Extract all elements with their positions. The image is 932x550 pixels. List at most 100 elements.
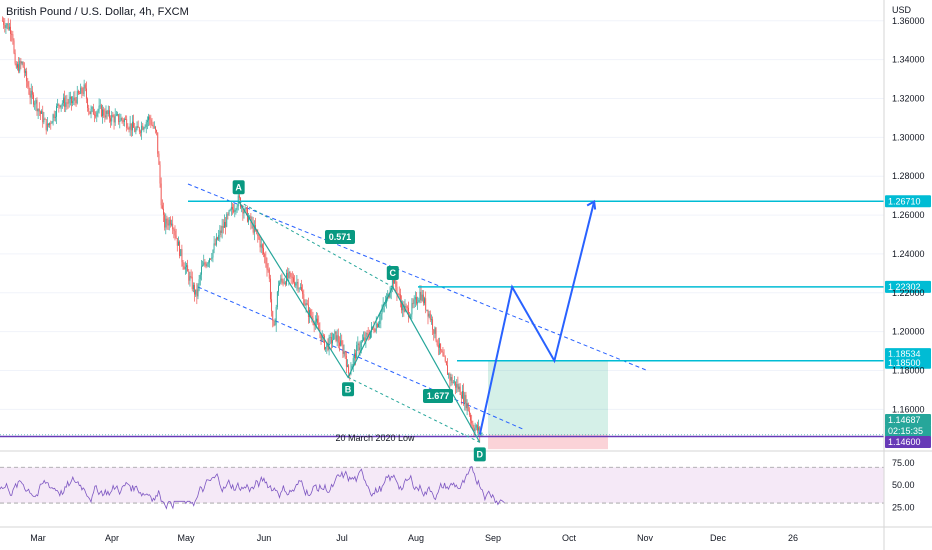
- candle-body: [15, 63, 17, 68]
- candle-body: [267, 269, 269, 271]
- candle-body: [273, 320, 275, 326]
- candle-body: [213, 243, 215, 250]
- candle-body: [269, 278, 271, 300]
- candle-body: [322, 335, 324, 336]
- chart-title: British Pound / U.S. Dollar, 4h, FXCM: [6, 6, 189, 18]
- candle-body: [258, 235, 260, 239]
- candle-body: [387, 293, 389, 298]
- candle-body: [106, 110, 108, 114]
- candle-body: [38, 108, 40, 112]
- candle-body: [19, 61, 21, 72]
- candle-body: [439, 343, 440, 348]
- candle-body: [341, 340, 343, 345]
- time-axis: Mar Apr May Jun Jul Aug Sep Oct Nov Dec 26: [0, 526, 932, 543]
- candle-body: [324, 335, 325, 350]
- candle-body: [156, 129, 158, 133]
- candle-body: [421, 294, 423, 301]
- candle-body: [68, 99, 70, 104]
- candle-body: [65, 102, 67, 107]
- candle-body: [413, 299, 415, 304]
- candle-body: [465, 395, 467, 409]
- candle-body: [141, 125, 143, 133]
- candle-body: [455, 381, 457, 388]
- candle-body: [218, 235, 220, 240]
- candle-body: [90, 108, 92, 114]
- level-label: 1.14600: [888, 437, 921, 447]
- candle-body: [2, 20, 3, 22]
- candle-body: [440, 343, 442, 351]
- candle-body: [49, 122, 51, 126]
- candle-body: [447, 365, 448, 375]
- candle-body: [128, 128, 130, 130]
- candle-body: [210, 258, 212, 260]
- candle-body: [468, 411, 470, 415]
- candle-body: [290, 273, 292, 277]
- candle-body: [41, 111, 43, 114]
- candle-body: [361, 340, 363, 342]
- candle-body: [397, 293, 399, 295]
- candle-body: [448, 373, 450, 375]
- time-tick-label: Dec: [710, 533, 727, 543]
- candle-body: [245, 207, 247, 209]
- candle-body: [311, 315, 313, 318]
- ratio-badge: [325, 230, 355, 244]
- pattern-line: [238, 200, 481, 443]
- candle-body: [271, 299, 273, 311]
- countdown-label: 02:15:35: [888, 426, 923, 436]
- candle-body: [230, 206, 232, 210]
- candle-body: [426, 309, 428, 311]
- candle-body: [99, 105, 101, 107]
- rsi-band: [0, 467, 884, 504]
- candle-body: [157, 132, 159, 154]
- candle-body: [345, 355, 347, 367]
- candle-body: [326, 343, 328, 347]
- candle-body: [204, 262, 206, 265]
- candle-body: [363, 337, 365, 341]
- candle-body: [412, 303, 414, 305]
- candle-body: [475, 425, 477, 428]
- candle-body: [203, 262, 205, 266]
- candle-body: [315, 318, 317, 322]
- level-label-bg: [885, 195, 931, 208]
- candle-body: [257, 231, 259, 236]
- candle-body: [411, 303, 413, 315]
- candle-body: [59, 105, 61, 108]
- candle-body: [164, 214, 166, 228]
- candle-body: [266, 263, 268, 270]
- candles: [2, 16, 483, 442]
- candle-body: [263, 248, 264, 254]
- price-tick-label: 1.16000: [892, 404, 925, 414]
- candle-body: [26, 71, 28, 82]
- candle-body: [131, 121, 133, 131]
- projection-line: [478, 201, 596, 435]
- candle-body: [376, 323, 378, 328]
- candle-body: [458, 386, 460, 390]
- candle-body: [473, 428, 475, 431]
- candle-body: [252, 222, 254, 233]
- candle-body: [144, 126, 146, 128]
- candle-body: [194, 284, 195, 295]
- price-tick-label: 1.36000: [892, 16, 925, 26]
- candle-body: [146, 120, 148, 123]
- candle-body: [80, 87, 82, 94]
- candle-body: [209, 258, 210, 263]
- candle-body: [310, 310, 312, 316]
- target-zone: [488, 360, 608, 435]
- candle-body: [81, 87, 83, 94]
- candle-body: [4, 24, 6, 28]
- candle-body: [307, 304, 309, 317]
- candle-body: [214, 243, 216, 245]
- candle-body: [219, 230, 221, 236]
- time-tick-label: Jun: [257, 533, 272, 543]
- candle-body: [318, 323, 320, 330]
- candle-body: [325, 346, 327, 350]
- candle-body: [54, 116, 56, 118]
- pattern-point-badge: [342, 382, 355, 397]
- candle-body: [108, 110, 110, 119]
- candle-body: [358, 343, 360, 351]
- candle-body: [441, 350, 443, 353]
- pattern-point-label: C: [390, 268, 397, 278]
